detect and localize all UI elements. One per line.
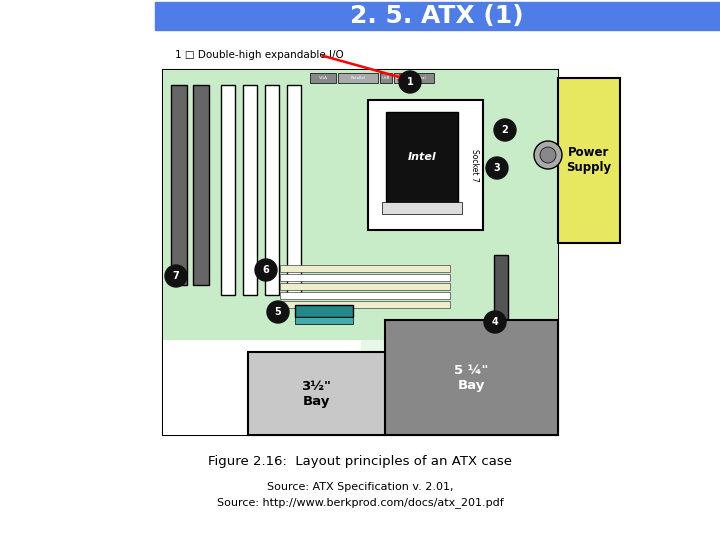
- Bar: [280, 301, 450, 308]
- Text: 2. 5. ATX (1): 2. 5. ATX (1): [350, 4, 524, 28]
- Bar: [171, 85, 187, 285]
- Bar: [163, 70, 558, 340]
- Bar: [385, 320, 558, 435]
- Text: 2: 2: [502, 125, 508, 135]
- Circle shape: [255, 259, 277, 281]
- Bar: [310, 73, 336, 83]
- Text: Figure 2.16:  Layout principles of an ATX case: Figure 2.16: Layout principles of an ATX…: [208, 456, 512, 469]
- Text: Intel: Intel: [408, 152, 436, 162]
- Text: 6: 6: [263, 265, 269, 275]
- Bar: [243, 85, 257, 295]
- Bar: [221, 85, 235, 295]
- Bar: [408, 73, 434, 83]
- Text: Socket 7: Socket 7: [469, 148, 479, 181]
- Text: Parallel: Parallel: [351, 76, 366, 80]
- Bar: [193, 85, 209, 285]
- Bar: [280, 292, 450, 299]
- Text: 7: 7: [173, 271, 179, 281]
- Text: 3½"
Bay: 3½" Bay: [302, 380, 331, 408]
- Text: USB: USB: [382, 76, 390, 80]
- Text: 3: 3: [494, 163, 500, 173]
- Bar: [265, 85, 279, 295]
- Bar: [386, 112, 458, 202]
- Text: Serial: Serial: [415, 76, 427, 80]
- Bar: [380, 73, 392, 83]
- Bar: [155, 2, 720, 30]
- Text: Power
Supply: Power Supply: [567, 146, 611, 174]
- Circle shape: [267, 301, 289, 323]
- Bar: [287, 85, 301, 295]
- Bar: [163, 340, 361, 435]
- Circle shape: [540, 147, 556, 163]
- Bar: [494, 255, 508, 330]
- Bar: [295, 305, 353, 317]
- Circle shape: [484, 311, 506, 333]
- Text: USB: USB: [396, 76, 404, 80]
- Bar: [163, 70, 558, 435]
- Text: Source: ATX Specification v. 2.01,: Source: ATX Specification v. 2.01,: [266, 482, 454, 492]
- Bar: [248, 352, 385, 435]
- Bar: [382, 202, 462, 214]
- Bar: [558, 78, 620, 243]
- Text: 5: 5: [274, 307, 282, 317]
- Bar: [280, 265, 450, 272]
- Text: 1 □ Double-high expandable I/O: 1 □ Double-high expandable I/O: [175, 50, 343, 60]
- Bar: [338, 73, 378, 83]
- Bar: [295, 317, 353, 324]
- Text: Source: http://www.berkprod.com/docs/atx_201.pdf: Source: http://www.berkprod.com/docs/atx…: [217, 497, 503, 509]
- Text: VGA: VGA: [318, 76, 328, 80]
- Circle shape: [534, 141, 562, 169]
- Circle shape: [494, 119, 516, 141]
- Circle shape: [165, 265, 187, 287]
- Bar: [280, 283, 450, 290]
- Text: 1: 1: [407, 77, 413, 87]
- Text: 5 ¼"
Bay: 5 ¼" Bay: [454, 363, 489, 392]
- Bar: [394, 73, 406, 83]
- Text: 4: 4: [492, 317, 498, 327]
- Circle shape: [399, 71, 421, 93]
- Bar: [280, 274, 450, 281]
- Circle shape: [486, 157, 508, 179]
- Bar: [368, 100, 483, 230]
